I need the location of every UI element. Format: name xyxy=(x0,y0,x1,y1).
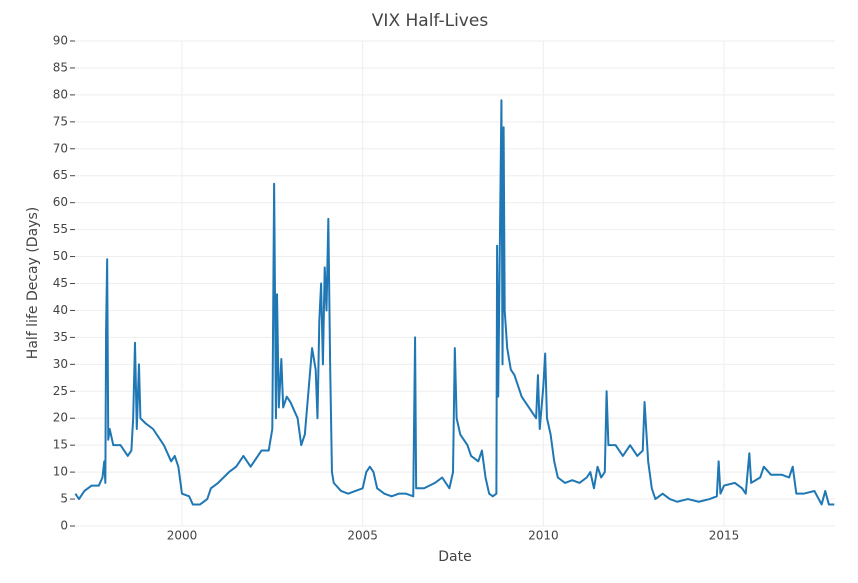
y-tick-label: 0 xyxy=(60,519,68,533)
y-tick-label: 45 xyxy=(53,276,68,290)
y-tick-label: 65 xyxy=(53,168,68,182)
y-tick-label: 80 xyxy=(53,87,68,101)
y-tick-label: 10 xyxy=(53,465,68,479)
y-tick-label: 15 xyxy=(53,438,68,452)
x-tick-label: 2005 xyxy=(347,529,378,543)
y-tick-label: 20 xyxy=(53,411,68,425)
y-tick-label: 35 xyxy=(53,330,68,344)
y-tick-label: 25 xyxy=(53,384,68,398)
y-tick-label: 70 xyxy=(53,141,68,155)
x-tick-label: 2015 xyxy=(709,529,740,543)
y-tick-label: 75 xyxy=(53,114,68,128)
y-tick-label: 60 xyxy=(53,195,68,209)
x-tick-label: 2010 xyxy=(528,529,559,543)
y-tick-label: 50 xyxy=(53,249,68,263)
y-tick-label: 30 xyxy=(53,357,68,371)
y-tick-label: 5 xyxy=(60,492,68,506)
x-axis-title: Date xyxy=(438,549,471,565)
y-tick-label: 55 xyxy=(53,222,68,236)
x-tick-label: 2000 xyxy=(167,529,198,543)
y-tick-label: 85 xyxy=(53,60,68,74)
y-tick-label: 40 xyxy=(53,303,68,317)
y-tick-label: 90 xyxy=(53,34,68,48)
y-axis-title: Half life Decay (Days) xyxy=(25,207,41,359)
chart-title: VIX Half-Lives xyxy=(372,11,489,31)
data-line xyxy=(74,99,835,506)
